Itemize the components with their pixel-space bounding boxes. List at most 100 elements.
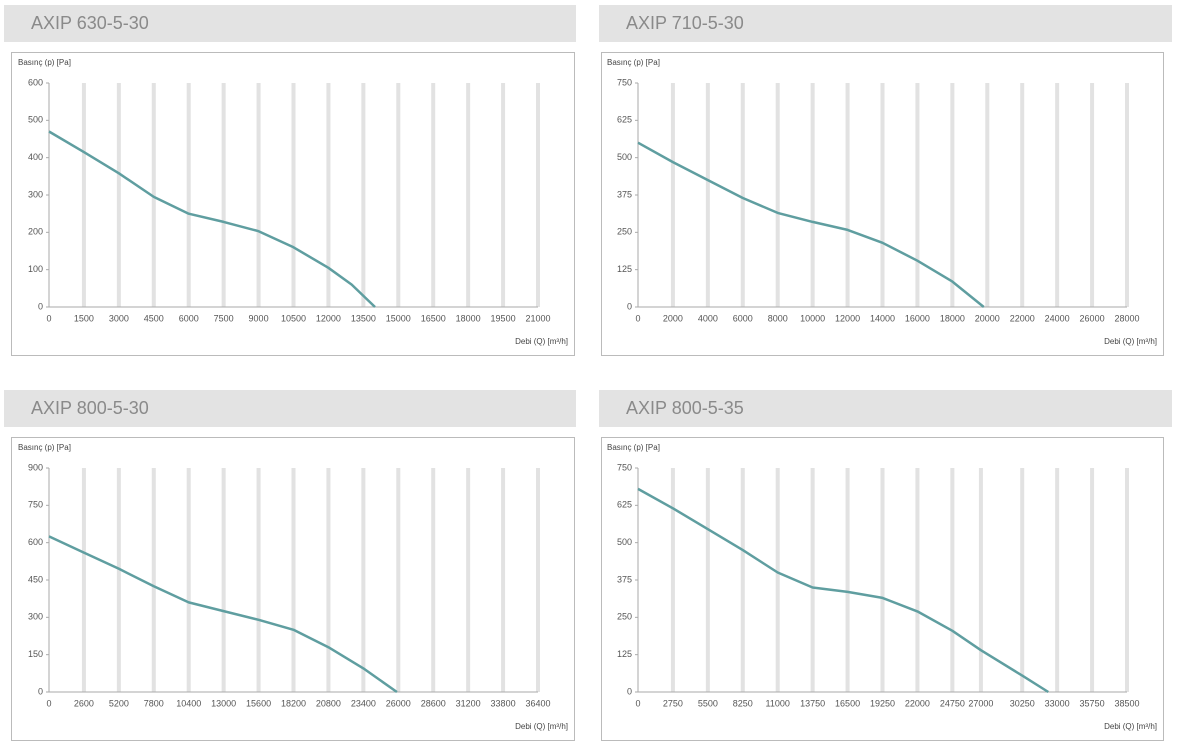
x-tick-label: 13750	[800, 698, 825, 708]
x-tick-label: 18000	[456, 313, 481, 323]
curve	[48, 130, 376, 308]
x-tick-label: 11000	[766, 698, 790, 708]
x-tick-label: 27000	[968, 698, 993, 708]
x-tick-label: 7500	[214, 313, 234, 323]
y-tick-label: 625	[617, 115, 632, 125]
panel-header	[599, 390, 1172, 427]
x-tick-label: 5200	[109, 698, 129, 708]
x-tick-label: 0	[635, 698, 640, 708]
y-tick-label: 500	[617, 537, 632, 547]
x-tick-label: 33800	[491, 698, 516, 708]
y-tick-label: 600	[28, 77, 43, 87]
x-tick-label: 15000	[386, 313, 411, 323]
x-tick-label: 0	[46, 698, 51, 708]
x-tick-label: 35750	[1080, 698, 1105, 708]
x-tick-label: 21000	[525, 313, 550, 323]
y-axis-title: Basınç (p) [Pa]	[607, 443, 660, 452]
x-tick-label: 8000	[768, 313, 788, 323]
x-tick-label: 23400	[351, 698, 376, 708]
y-tick-label: 250	[617, 612, 632, 622]
y-tick-label: 625	[617, 500, 632, 510]
panel-title: AXIP 800-5-35	[626, 398, 744, 418]
x-tick-label: 20000	[975, 313, 1000, 323]
y-tick-label: 125	[617, 649, 632, 659]
x-tick-label: 16500	[835, 698, 860, 708]
x-axis-title: Debi (Q) [m³/h]	[1104, 722, 1157, 731]
y-tick-label: 750	[28, 500, 43, 510]
x-tick-label: 10000	[800, 313, 825, 323]
x-tick-label: 31200	[456, 698, 481, 708]
x-axis-title: Debi (Q) [m³/h]	[515, 722, 568, 731]
x-tick-label: 12000	[316, 313, 341, 323]
y-tick-label: 400	[28, 152, 43, 162]
x-tick-label: 4000	[698, 313, 718, 323]
y-tick-label: 0	[627, 686, 632, 696]
x-tick-label: 19500	[491, 313, 516, 323]
y-tick-label: 450	[28, 574, 43, 584]
x-tick-label: 16000	[905, 313, 930, 323]
x-tick-label: 16500	[421, 313, 446, 323]
x-tick-label: 2600	[74, 698, 94, 708]
y-tick-label: 250	[617, 227, 632, 237]
x-tick-label: 24750	[940, 698, 965, 708]
x-tick-label: 18000	[940, 313, 965, 323]
x-tick-label: 24000	[1045, 313, 1070, 323]
x-tick-label: 22000	[905, 698, 930, 708]
y-tick-label: 750	[617, 462, 632, 472]
x-tick-label: 22000	[1010, 313, 1035, 323]
x-tick-label: 13500	[351, 313, 376, 323]
panel-header	[599, 5, 1172, 42]
y-tick-label: 600	[28, 537, 43, 547]
x-tick-label: 0	[635, 313, 640, 323]
panel-header	[4, 5, 576, 42]
x-tick-label: 8250	[733, 698, 753, 708]
x-tick-label: 14000	[870, 313, 895, 323]
x-tick-label: 6000	[733, 313, 753, 323]
y-tick-label: 375	[617, 574, 632, 584]
y-tick-label: 100	[28, 264, 43, 274]
x-tick-label: 2750	[663, 698, 683, 708]
x-tick-label: 5500	[698, 698, 718, 708]
panel-title: AXIP 800-5-30	[31, 398, 149, 418]
panel-title: AXIP 630-5-30	[31, 13, 149, 33]
x-tick-label: 7800	[144, 698, 164, 708]
y-tick-label: 500	[28, 115, 43, 125]
y-tick-label: 0	[38, 301, 43, 311]
x-tick-label: 18200	[281, 698, 306, 708]
y-tick-label: 125	[617, 264, 632, 274]
y-tick-label: 375	[617, 189, 632, 199]
y-axis-title: Basınç (p) [Pa]	[18, 443, 71, 452]
x-tick-label: 13000	[211, 698, 236, 708]
x-tick-label: 3000	[109, 313, 129, 323]
x-tick-label: 36400	[525, 698, 550, 708]
x-tick-label: 10500	[281, 313, 306, 323]
y-tick-label: 200	[28, 227, 43, 237]
x-tick-label: 20800	[316, 698, 341, 708]
x-tick-label: 12000	[835, 313, 860, 323]
x-axis-title: Debi (Q) [m³/h]	[515, 337, 568, 346]
x-tick-label: 26000	[386, 698, 411, 708]
y-tick-label: 500	[617, 152, 632, 162]
panel-header	[4, 390, 576, 427]
x-tick-label: 9000	[249, 313, 269, 323]
x-tick-label: 38500	[1114, 698, 1139, 708]
x-axis-title: Debi (Q) [m³/h]	[1104, 337, 1157, 346]
x-tick-label: 30250	[1010, 698, 1035, 708]
x-tick-label: 15600	[246, 698, 271, 708]
y-tick-label: 750	[617, 77, 632, 87]
y-tick-label: 0	[38, 686, 43, 696]
y-axis-title: Basınç (p) [Pa]	[18, 58, 71, 67]
x-tick-label: 19250	[870, 698, 895, 708]
y-tick-label: 300	[28, 612, 43, 622]
x-tick-label: 1500	[74, 313, 94, 323]
y-axis-title: Basınç (p) [Pa]	[607, 58, 660, 67]
panel-title: AXIP 710-5-30	[626, 13, 744, 33]
y-tick-label: 900	[28, 462, 43, 472]
x-tick-label: 26000	[1080, 313, 1105, 323]
y-tick-label: 150	[28, 649, 43, 659]
x-tick-label: 4500	[144, 313, 164, 323]
x-tick-label: 33000	[1045, 698, 1070, 708]
curve	[637, 487, 1049, 694]
x-tick-label: 10400	[176, 698, 201, 708]
